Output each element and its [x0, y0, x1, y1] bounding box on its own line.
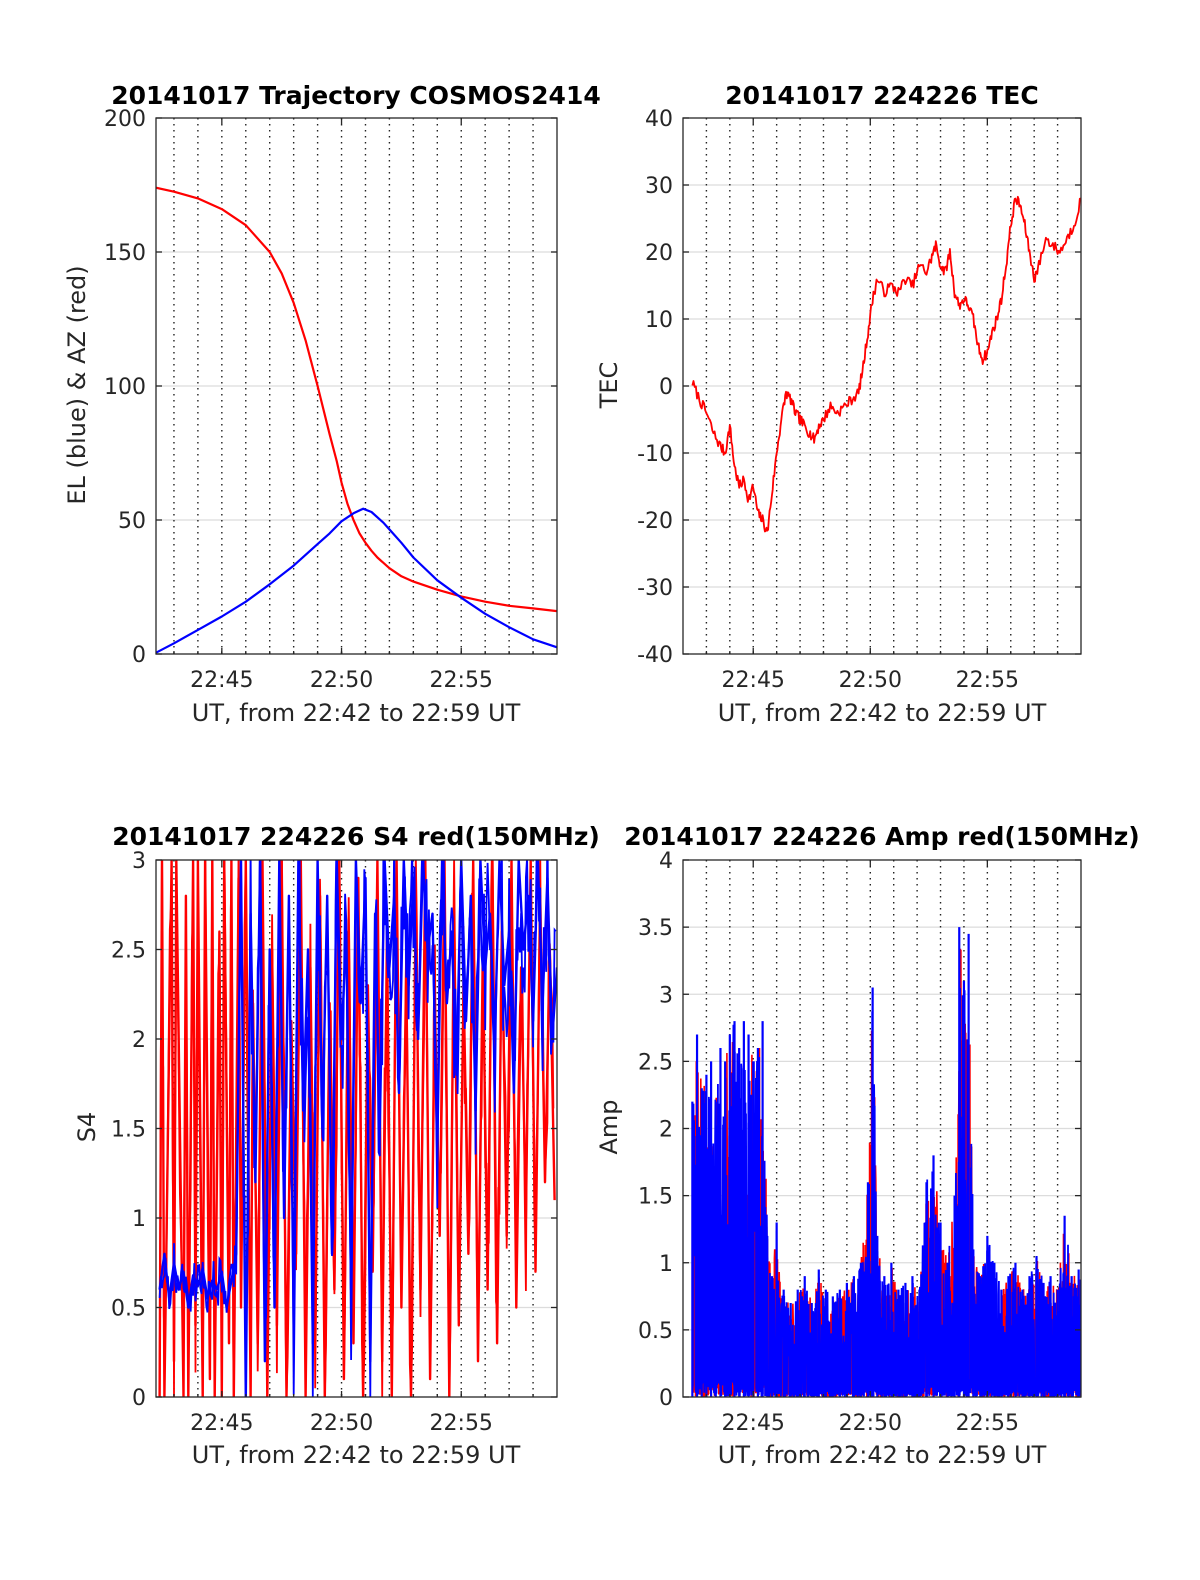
amp-series-group: [691, 927, 1081, 1397]
tec-y-tick-label: -10: [637, 442, 673, 467]
trajectory-y-tick-label: 100: [104, 375, 146, 400]
tec-x-tick-label: 22:45: [722, 668, 785, 693]
s4-y-tick-label: 1.5: [111, 1118, 146, 1143]
trajectory-y-tick-label: 0: [132, 643, 146, 668]
tec-series-red: [691, 195, 1081, 533]
s4-panel: 0 0.5 1 1.5 2 2.5 3 22:45 22:50 22:55 20141017 224…: [73, 822, 600, 1469]
amp-panel: 0 0.5 1 1.5 2 2.5 3 3.5 4 22:45 22:50 22:55 20141017…: [595, 822, 1140, 1469]
trajectory-x-tick-label: 22:45: [190, 668, 253, 693]
s4-y-tick-label: 0.5: [111, 1297, 146, 1322]
trajectory-series-blue: [156, 507, 557, 654]
amp-x-tick-label: 22:50: [839, 1411, 902, 1436]
tec-y-tick-label: 30: [645, 174, 673, 199]
tec-y-tick-label: -20: [637, 509, 673, 534]
s4-series-red-detail: [158, 860, 555, 1397]
trajectory-y-tick-label: 50: [118, 509, 146, 534]
tec-y-label: TEC: [595, 362, 623, 410]
trajectory-panel: 0 50 100 150 200 22:45 22:50 22:55 20141017 Traj…: [63, 81, 601, 727]
s4-y-tick-label: 0: [132, 1386, 146, 1411]
amp-y-tick-label: 3.5: [638, 916, 673, 941]
tec-y-tick-label: 0: [659, 375, 673, 400]
tec-series-group: [691, 195, 1081, 533]
trajectory-y-tick-label: 200: [104, 107, 146, 132]
tec-panel: -40 -30 -20 -10 0 10 20 30 40 22:45 22:50 22:55 2014…: [595, 81, 1082, 727]
s4-series-blue-detail: [158, 860, 557, 1397]
s4-y-label: S4: [73, 1112, 101, 1143]
amp-y-tick-label: 3: [659, 983, 673, 1008]
amp-y-label: Amp: [595, 1099, 623, 1154]
trajectory-title: 20141017 Trajectory COSMOS2414: [111, 81, 601, 110]
trajectory-series-red: [156, 186, 557, 613]
s4-y-tick-label: 1: [132, 1207, 146, 1232]
amp-y-tick-label: 2.5: [638, 1050, 673, 1075]
trajectory-x-label: UT, from 22:42 to 22:59 UT: [192, 699, 521, 727]
tec-y-tick-label: 40: [645, 107, 673, 132]
tec-y-tick-label: -40: [637, 643, 673, 668]
s4-y-tick-label: 2: [132, 1028, 146, 1053]
s4-y-tick-label: 3: [132, 849, 146, 874]
tec-x-tick-label: 22:55: [956, 668, 1019, 693]
s4-x-tick-label: 22:55: [430, 1411, 493, 1436]
trajectory-y-tick-label: 150: [104, 241, 146, 266]
amp-x-tick-label: 22:55: [956, 1411, 1019, 1436]
trajectory-y-label: EL (blue) & AZ (red): [63, 265, 91, 504]
amp-x-tick-label: 22:45: [722, 1411, 785, 1436]
amp-y-tick-label: 1.5: [638, 1185, 673, 1210]
tec-y-tick-label: -30: [637, 576, 673, 601]
s4-x-tick-label: 22:45: [190, 1411, 253, 1436]
tec-y-tick-label: 10: [645, 308, 673, 333]
amp-y-tick-label: 0.5: [638, 1319, 673, 1344]
tec-x-tick-label: 22:50: [839, 668, 902, 693]
amp-x-label: UT, from 22:42 to 22:59 UT: [718, 1441, 1047, 1469]
s4-title: 20141017 224226 S4 red(150MHz): [112, 822, 600, 851]
trajectory-x-tick-label: 22:55: [430, 668, 493, 693]
s4-series-group: [158, 860, 557, 1397]
amp-y-tick-label: 0: [659, 1386, 673, 1411]
amp-y-tick-label: 2: [659, 1118, 673, 1143]
tec-y-tick-label: 20: [645, 241, 673, 266]
tec-title: 20141017 224226 TEC: [725, 81, 1038, 110]
s4-y-tick-label: 2.5: [111, 939, 146, 964]
trajectory-series-group: [156, 186, 557, 654]
amp-y-tick-label: 1: [659, 1252, 673, 1277]
trajectory-x-tick-label: 22:50: [310, 668, 373, 693]
amp-title: 20141017 224226 Amp red(150MHz): [624, 822, 1140, 851]
amp-y-tick-label: 4: [659, 849, 673, 874]
tec-x-label: UT, from 22:42 to 22:59 UT: [718, 699, 1047, 727]
s4-x-label: UT, from 22:42 to 22:59 UT: [192, 1441, 521, 1469]
s4-x-tick-label: 22:50: [310, 1411, 373, 1436]
